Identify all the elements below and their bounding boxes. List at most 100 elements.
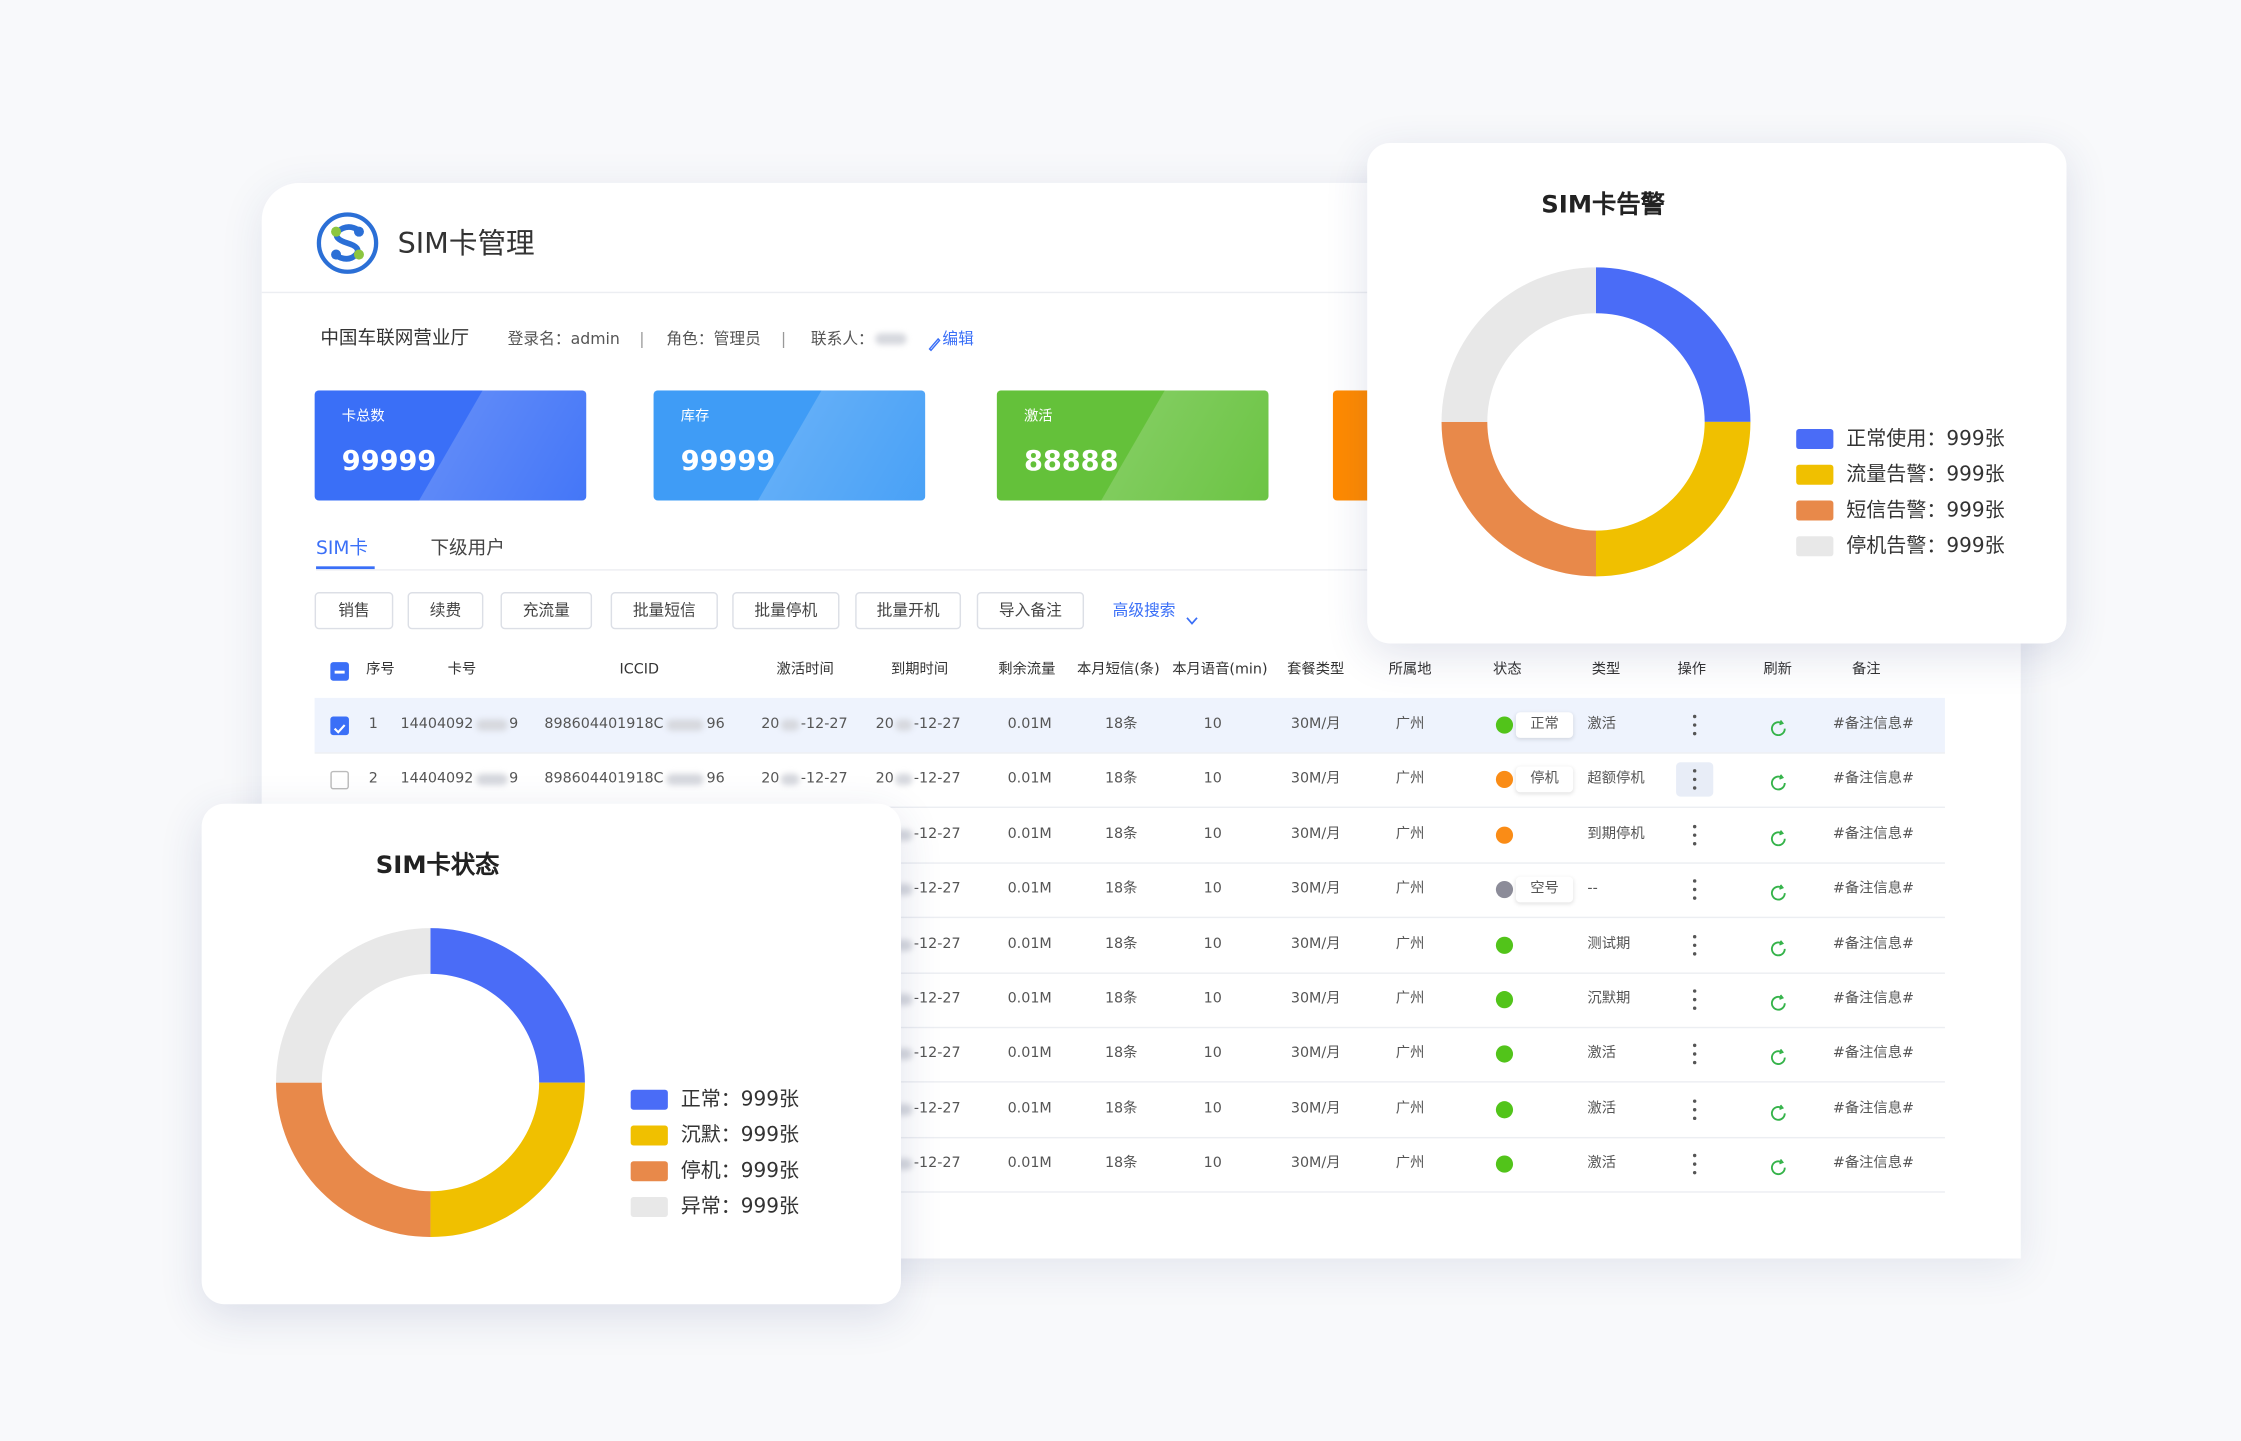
status-dot: [1495, 716, 1514, 734]
ops-dot: [1692, 778, 1697, 782]
donut-chart: [276, 928, 668, 1238]
stat-label: 卡总数: [341, 409, 385, 425]
refresh-icon: [1770, 829, 1786, 846]
ops-icon: [1692, 824, 1697, 846]
column-header: 套餐类型: [1287, 662, 1345, 678]
action-button[interactable]: [855, 592, 962, 630]
chevron-path: [1186, 617, 1198, 625]
ops-icon: [1692, 1044, 1697, 1065]
ops-menu[interactable]: [1690, 933, 1699, 956]
ops-dot: [1692, 1044, 1697, 1048]
status-tag-label: 正常: [1530, 716, 1559, 733]
tab-underline: [316, 566, 375, 570]
ops-menu[interactable]: [1690, 823, 1699, 846]
header-checkbox[interactable]: [330, 662, 349, 681]
stat-card[interactable]: [314, 390, 587, 501]
ops-dot: [1692, 1061, 1697, 1065]
legend-value: 999张: [1946, 463, 2005, 487]
ops-dot: [1692, 934, 1697, 938]
card-number: 14404092: [400, 716, 474, 733]
status-tag-label: 停机: [1530, 771, 1559, 788]
note: #备注信息#: [1832, 991, 1915, 1007]
refresh-button[interactable]: [1769, 991, 1788, 1011]
ops-dot: [1692, 997, 1697, 1002]
blurred-text: [780, 719, 800, 731]
row-divider: [314, 1081, 1945, 1084]
tab-active[interactable]: SIM卡: [316, 538, 368, 560]
blurred-text: [875, 333, 907, 345]
refresh-arc: [1770, 995, 1786, 1011]
plan-type: 30M/月: [1290, 771, 1341, 788]
blurred-text: [895, 884, 913, 896]
refresh-button[interactable]: [1769, 936, 1788, 956]
action-button[interactable]: [314, 592, 394, 630]
card-type: 激活: [1587, 716, 1617, 733]
logo: [316, 212, 379, 275]
voice-minutes: 10: [1203, 1155, 1222, 1172]
ops-menu[interactable]: [1690, 769, 1699, 792]
refresh-icon: [1770, 939, 1786, 956]
row-checkbox[interactable]: [330, 716, 349, 736]
plan-type: 30M/月: [1290, 1100, 1341, 1117]
advanced-search[interactable]: 高级搜索: [1112, 601, 1176, 620]
refresh-button[interactable]: [1769, 826, 1788, 846]
refresh-icon: [1770, 884, 1786, 901]
column-header: 类型: [1591, 662, 1621, 678]
refresh-button[interactable]: [1769, 1101, 1788, 1121]
legend-value: 999张: [740, 1124, 800, 1147]
card-number: 9: [509, 771, 519, 788]
ops-dot: [1692, 841, 1697, 846]
action-button[interactable]: [610, 592, 718, 630]
donut-segment: [276, 1082, 431, 1238]
edit-link[interactable]: 编辑: [942, 329, 974, 349]
voice-minutes: 10: [1203, 716, 1222, 733]
note: #备注信息#: [1832, 881, 1915, 897]
action-button[interactable]: [732, 592, 840, 630]
refresh-button[interactable]: [1769, 1156, 1788, 1176]
action-button[interactable]: [976, 592, 1085, 630]
status-dot: [1495, 1045, 1514, 1064]
ops-menu[interactable]: [1690, 714, 1699, 737]
ops-menu[interactable]: [1690, 1043, 1699, 1066]
expiry-date: -12-27: [913, 1045, 961, 1062]
action-button[interactable]: [500, 592, 593, 630]
column-header: 本月语音(min): [1172, 662, 1268, 678]
region: 广州: [1395, 716, 1425, 733]
ops-menu[interactable]: [1690, 1153, 1699, 1176]
refresh-icon: [1770, 719, 1786, 737]
plan-type: 30M/月: [1290, 936, 1341, 952]
activation-date: 20: [761, 716, 780, 733]
note: #备注信息#: [1832, 1045, 1915, 1062]
row-index: 1: [368, 716, 378, 733]
legend-label: 异常：: [680, 1195, 741, 1219]
refresh-button[interactable]: [1769, 771, 1788, 791]
ops-menu[interactable]: [1690, 1098, 1699, 1121]
remaining-traffic: 0.01M: [1007, 881, 1052, 897]
ops-menu[interactable]: [1690, 878, 1699, 901]
stat-label: 激活: [1023, 409, 1053, 425]
blurred-text: [895, 938, 913, 951]
refresh-arc: [1770, 941, 1786, 956]
refresh-button[interactable]: [1769, 881, 1788, 901]
refresh-button[interactable]: [1769, 716, 1788, 737]
stat-card[interactable]: [653, 390, 926, 501]
card-type: --: [1587, 881, 1598, 897]
tab[interactable]: 下级用户: [430, 538, 505, 560]
iccid: 898604401918C: [544, 716, 664, 733]
stat-card[interactable]: [996, 390, 1269, 501]
ops-menu[interactable]: [1690, 988, 1699, 1011]
voice-minutes: 10: [1203, 991, 1222, 1007]
legend-swatch: [630, 1125, 668, 1146]
row-checkbox[interactable]: [330, 771, 349, 790]
row-divider: [314, 1026, 1945, 1029]
refresh-button[interactable]: [1769, 1046, 1788, 1066]
blurred-text: [476, 774, 508, 786]
action-button[interactable]: [407, 592, 484, 630]
plan-type: 30M/月: [1290, 1045, 1341, 1062]
refresh-arc: [1770, 1160, 1786, 1176]
refresh-arc: [1770, 721, 1786, 737]
check-path: [333, 724, 346, 734]
ops-icon: [1692, 1154, 1697, 1175]
iccid: 96: [706, 771, 725, 788]
